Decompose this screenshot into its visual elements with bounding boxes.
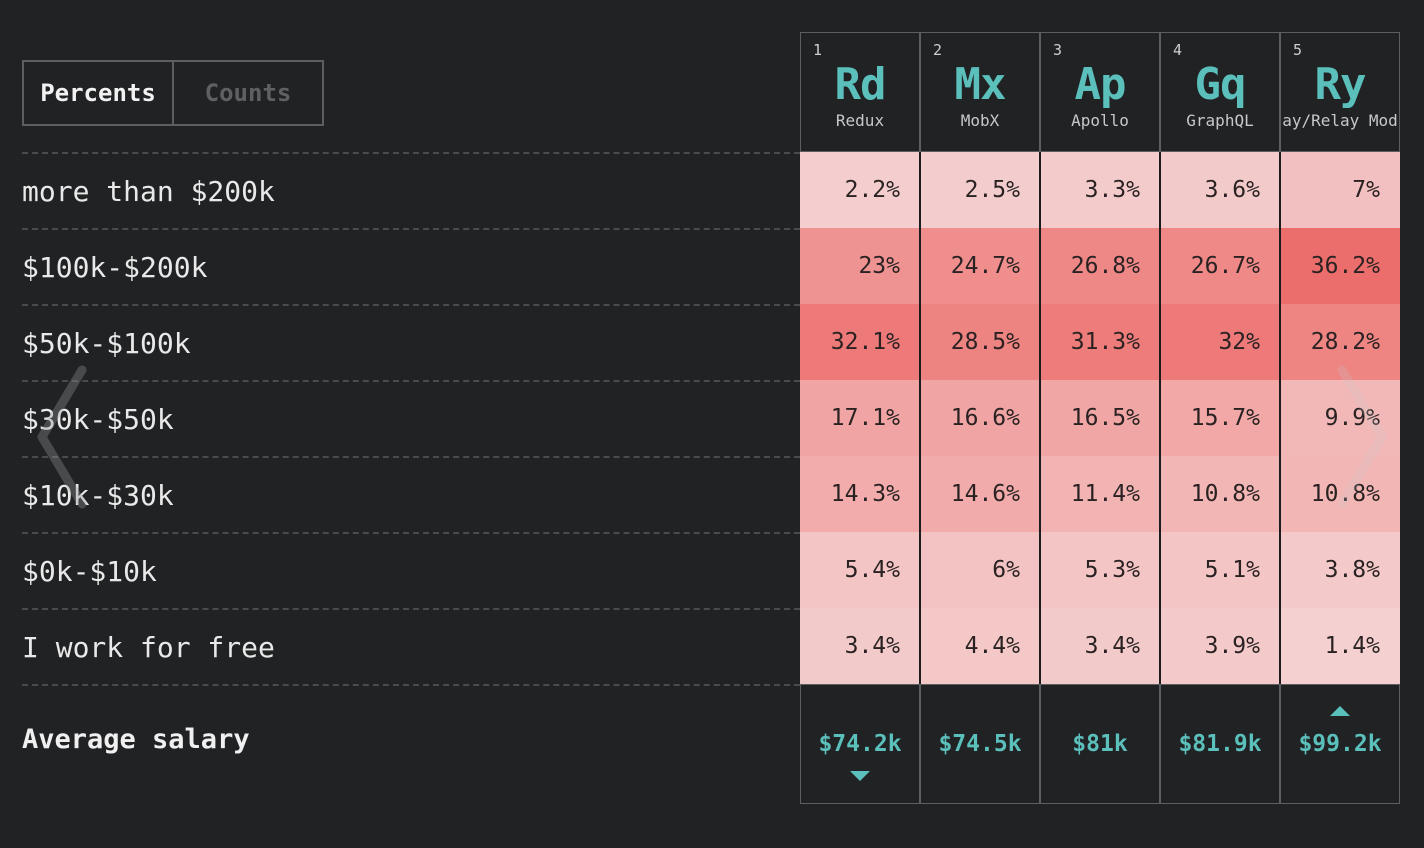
column-rank: 2 — [933, 41, 943, 59]
average-salary-cell: $81k — [1040, 684, 1160, 804]
row-label: $30k-$50k — [22, 380, 800, 456]
row-label: $100k-$200k — [22, 228, 800, 304]
column-header[interactable]: 3 Ap Apollo — [1040, 32, 1160, 152]
heatmap-cell: 11.4% — [1040, 456, 1160, 532]
heatmap-cell: 3.4% — [800, 608, 920, 684]
column-header[interactable]: 2 Mx MobX — [920, 32, 1040, 152]
heatmap-cell: 23% — [800, 228, 920, 304]
heatmap-cell: 31.3% — [1040, 304, 1160, 380]
average-salary-cell: $81.9k — [1160, 684, 1280, 804]
column-name: ay/Relay Mod — [1282, 111, 1398, 130]
chevron-left-icon — [37, 365, 87, 509]
row-label: $50k-$100k — [22, 304, 800, 380]
heatmap-cell: 5.3% — [1040, 532, 1160, 608]
heatmap-cell: 17.1% — [800, 380, 920, 456]
heatmap-cell: 1.4% — [1280, 608, 1400, 684]
column-abbreviation: Ap — [1074, 59, 1127, 110]
heatmap-cell: 5.1% — [1160, 532, 1280, 608]
column-divider — [1279, 152, 1281, 684]
heatmap-cell: 3.9% — [1160, 608, 1280, 684]
column-name: GraphQL — [1186, 111, 1254, 130]
row-label: $10k-$30k — [22, 456, 800, 532]
heatmap-cell: 14.6% — [920, 456, 1040, 532]
heatmap-cell: 15.7% — [1160, 380, 1280, 456]
heatmap-cell: 26.8% — [1040, 228, 1160, 304]
average-salary-label: Average salary — [22, 724, 250, 755]
heatmap-cell: 10.8% — [1280, 456, 1400, 532]
heatmap-cell: 14.3% — [800, 456, 920, 532]
row-divider — [22, 684, 800, 686]
average-salary-cell: $74.5k — [920, 684, 1040, 804]
column-rank: 4 — [1173, 41, 1183, 59]
row-label: more than $200k — [22, 152, 800, 228]
heatmap-cell: 3.8% — [1280, 532, 1400, 608]
column-rank: 1 — [813, 41, 823, 59]
heatmap-cell: 32% — [1160, 304, 1280, 380]
heatmap-cell: 28.5% — [920, 304, 1040, 380]
column-abbreviation: Ry — [1314, 59, 1367, 110]
row-label: $0k-$10k — [22, 532, 800, 608]
heatmap-cell: 4.4% — [920, 608, 1040, 684]
column-divider — [1159, 152, 1161, 684]
column-name: Redux — [835, 111, 885, 130]
counts-toggle-button[interactable]: Counts — [204, 79, 292, 107]
heatmap-cell: 2.2% — [800, 152, 920, 228]
heatmap-cell: 3.4% — [1040, 608, 1160, 684]
average-salary-cell: $74.2k — [800, 684, 920, 804]
heatmap-cell: 10.8% — [1160, 456, 1280, 532]
column-header[interactable]: 4 Gq GraphQL — [1160, 32, 1280, 152]
prev-arrow[interactable] — [34, 362, 94, 516]
heatmap-cell: 24.7% — [920, 228, 1040, 304]
heatmap-cell: 32.1% — [800, 304, 920, 380]
triangle-down-icon — [850, 771, 870, 781]
chevron-right-icon — [1337, 365, 1387, 509]
column-rank: 3 — [1053, 41, 1063, 59]
heatmap-cell: 28.2% — [1280, 304, 1400, 380]
heatmap-cell: 5.4% — [800, 532, 920, 608]
column-abbreviation: Gq — [1194, 59, 1247, 110]
row-label: I work for free — [22, 608, 800, 684]
percents-toggle-button[interactable]: Percents — [24, 62, 174, 124]
column-rank: 5 — [1293, 41, 1303, 59]
column-divider — [1039, 152, 1041, 684]
column-abbreviation: Rd — [834, 59, 887, 110]
column-abbreviation: Mx — [954, 59, 1007, 110]
heatmap-cell: 2.5% — [920, 152, 1040, 228]
heatmap-cell: 36.2% — [1280, 228, 1400, 304]
column-divider — [919, 152, 921, 684]
heatmap-cell: 9.9% — [1280, 380, 1400, 456]
column-header[interactable]: 1 Rd Redux — [800, 32, 920, 152]
heatmap-cell: 6% — [920, 532, 1040, 608]
column-name: MobX — [960, 111, 1000, 130]
heatmap-cell: 26.7% — [1160, 228, 1280, 304]
heatmap-cell: 7% — [1280, 152, 1400, 228]
column-header[interactable]: 5 Ry ay/Relay Mod — [1280, 32, 1400, 152]
heatmap-cell: 16.5% — [1040, 380, 1160, 456]
column-name: Apollo — [1071, 111, 1129, 130]
triangle-up-icon — [1330, 706, 1350, 716]
heatmap-cell: 3.6% — [1160, 152, 1280, 228]
next-arrow[interactable] — [1330, 362, 1390, 516]
heatmap-cell: 16.6% — [920, 380, 1040, 456]
view-mode-toggle: Percents Counts — [22, 60, 324, 126]
average-salary-cell: $99.2k — [1280, 684, 1400, 804]
heatmap-cell: 3.3% — [1040, 152, 1160, 228]
